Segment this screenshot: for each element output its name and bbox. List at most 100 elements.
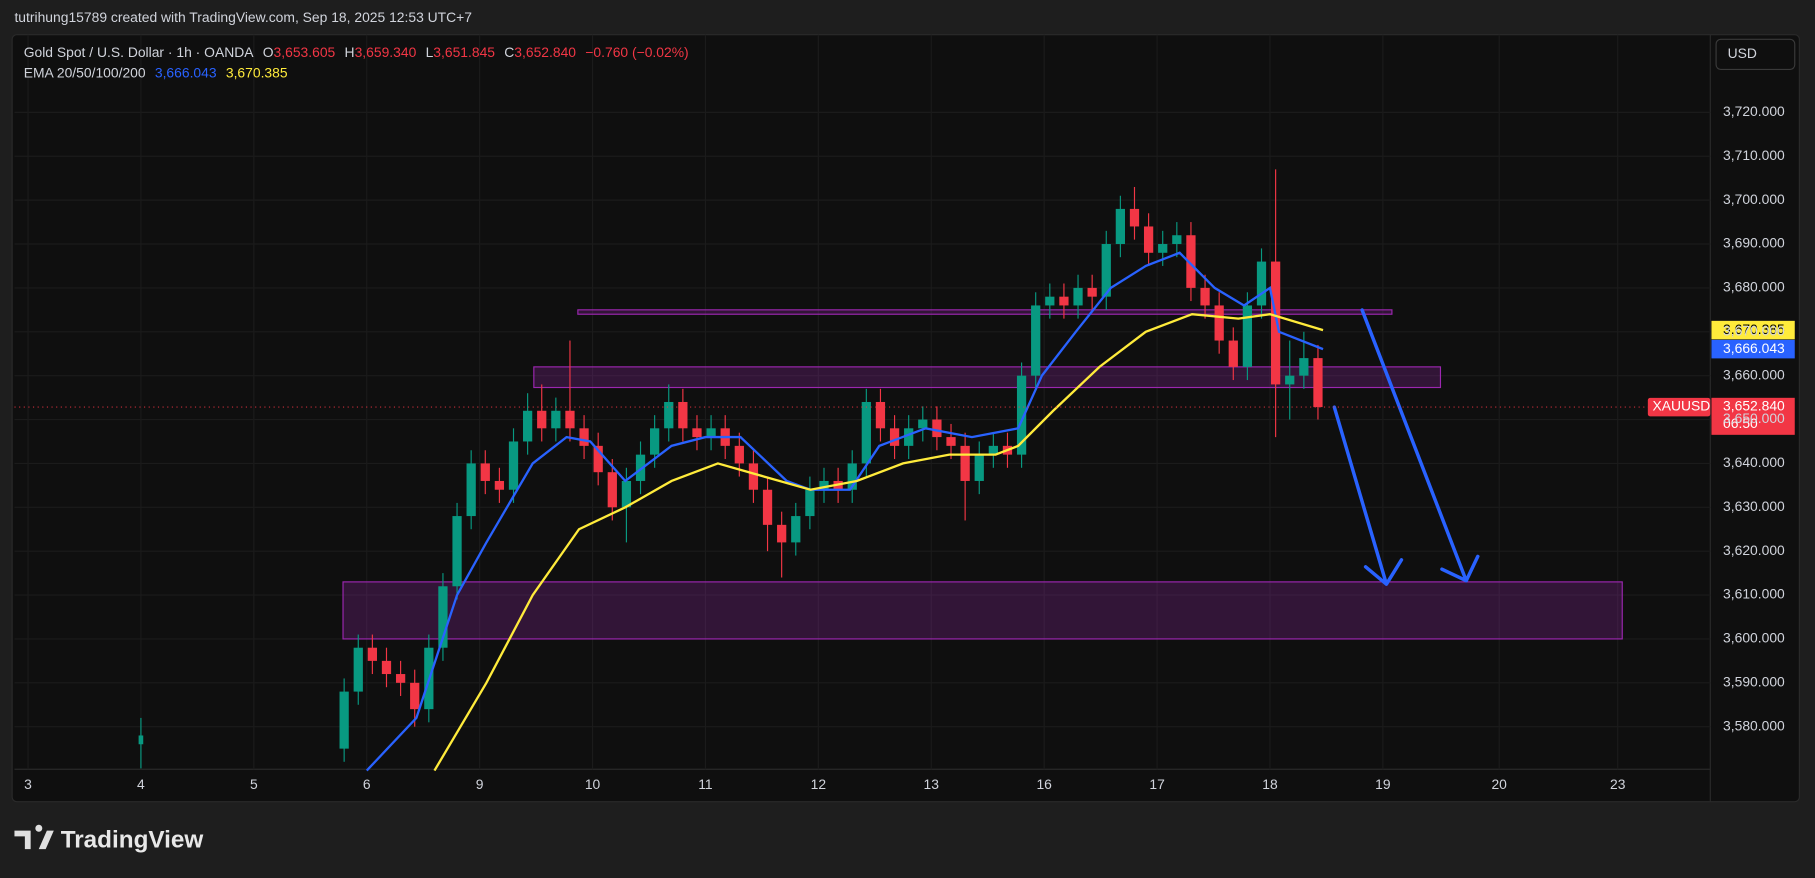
arrow <box>1360 308 1480 583</box>
arrow <box>1332 405 1404 586</box>
plot <box>138 169 1324 772</box>
candle-body <box>1087 287 1097 297</box>
candle-body <box>1313 358 1323 408</box>
ema-line <box>365 251 1324 772</box>
y-tick-label: 3,630.000 <box>1723 498 1785 514</box>
ohlc-key: H <box>345 44 355 60</box>
candle-body <box>466 463 476 517</box>
ohlc-value: 3,653.605 <box>274 44 336 60</box>
candle-body <box>791 516 801 543</box>
candle-body <box>410 682 420 710</box>
ohlc-key: L <box>426 44 434 60</box>
candle-body <box>1143 226 1154 253</box>
change: −0.760 (−0.02%) <box>585 44 688 60</box>
candle-body <box>1101 244 1111 297</box>
candle-body <box>889 428 900 446</box>
candle-body <box>904 428 914 446</box>
y-tick-label: 3,590.000 <box>1723 673 1785 689</box>
candle-body <box>1256 261 1267 306</box>
candle-body <box>777 524 787 543</box>
ohlc-key: C <box>504 44 514 60</box>
x-tick-label: 19 <box>1375 776 1391 792</box>
zone <box>342 581 1623 640</box>
y-tick-label: 3,620.000 <box>1723 542 1785 558</box>
ohlc-value: 3,652.840 <box>514 44 576 60</box>
y-tick-label: 3,640.000 <box>1723 454 1785 470</box>
x-tick-label: 11 <box>698 776 713 792</box>
x-tick-label: 10 <box>585 776 601 792</box>
currency[interactable]: USD <box>1728 45 1757 61</box>
candle-body <box>748 463 759 490</box>
y-tick-label: 3,720.000 <box>1723 103 1785 119</box>
x-tick-label: 16 <box>1036 776 1052 792</box>
candle-body <box>621 480 632 508</box>
candle-body <box>579 428 589 446</box>
x-tick-label: 6 <box>363 776 371 792</box>
candle-body <box>946 437 956 446</box>
candle-body <box>819 480 829 490</box>
candle-body <box>367 647 378 661</box>
symbol: Gold Spot / U.S. Dollar · 1h · OANDA <box>24 44 255 60</box>
candle-body <box>1129 208 1140 227</box>
ohlc-value: 3,651.845 <box>433 44 495 60</box>
candle-body <box>734 445 744 464</box>
ohlc-value: 3,659.340 <box>355 44 417 60</box>
x-tick-label: 4 <box>137 776 145 792</box>
candle-body <box>1115 208 1126 245</box>
candle-body <box>875 401 886 429</box>
ema-value: 3,670.385 <box>226 65 288 81</box>
candle-body <box>974 454 984 481</box>
candle-body <box>1285 375 1295 385</box>
ema-tag <box>1711 320 1795 340</box>
x-tick-label: 9 <box>476 776 484 792</box>
candle-body <box>1299 358 1309 376</box>
y-tick-label: 3,580.000 <box>1723 717 1785 733</box>
candle-body <box>932 419 942 438</box>
countdown: 06:50 <box>1723 415 1758 431</box>
ticker: XAUUSD <box>1652 398 1710 414</box>
candle-body <box>565 410 575 429</box>
ema-label: EMA 20/50/100/200 <box>24 65 146 81</box>
currency-button[interactable] <box>1715 38 1796 70</box>
candle-body <box>607 472 617 508</box>
brand: TradingView <box>61 826 204 853</box>
candle-body <box>1242 305 1253 367</box>
candle-body <box>395 674 406 683</box>
zone <box>577 309 1393 315</box>
y-tick-label: 3,710.000 <box>1723 147 1785 163</box>
candle-body <box>1059 296 1069 306</box>
candle-body <box>1270 261 1281 385</box>
y-tick-label: 3,670.000 <box>1723 322 1785 338</box>
candle-body <box>1172 235 1182 245</box>
brand-logo: TradingView <box>14 824 204 853</box>
candle-body <box>353 647 363 692</box>
candle-body <box>678 401 688 429</box>
candle-body <box>1158 244 1168 253</box>
x-tick-label: 17 <box>1149 776 1165 792</box>
candle-body <box>861 401 871 464</box>
ohlc-key: O <box>263 44 274 60</box>
ema-tag <box>1711 339 1795 359</box>
x-tick-label: 20 <box>1491 776 1507 792</box>
candle-body <box>918 419 928 429</box>
candle-body <box>650 428 660 455</box>
candle-body <box>692 428 702 438</box>
candle-body <box>1214 305 1224 341</box>
last-price-tag <box>1711 397 1795 435</box>
candle-body <box>381 660 392 675</box>
chart-panel <box>11 34 1800 803</box>
candle-body <box>593 445 603 473</box>
logo-icon <box>14 824 54 850</box>
y-tick-label: 3,690.000 <box>1723 235 1785 251</box>
author: tutrihung15789 created with TradingView.… <box>14 9 472 25</box>
ema-tag-label: 3,666.043 <box>1723 340 1785 356</box>
candle-body <box>452 516 462 587</box>
zones <box>342 309 1623 640</box>
legend: Gold Spot / U.S. Dollar · 1h · OANDA O 3,6… <box>24 44 689 81</box>
zone <box>533 366 1442 389</box>
candle-body <box>494 480 505 490</box>
x-tick-label: 5 <box>250 776 258 792</box>
y-tick-label: 3,650.000 <box>1723 410 1785 426</box>
